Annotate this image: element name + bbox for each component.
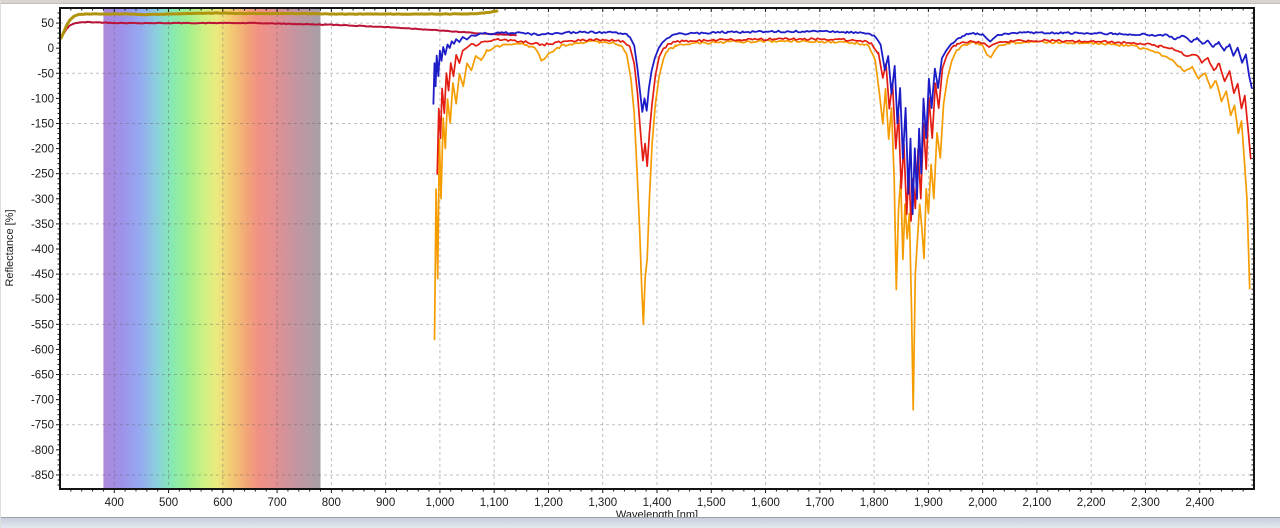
svg-text:-550: -550 (31, 319, 54, 331)
svg-text:2,300: 2,300 (1131, 497, 1160, 509)
svg-text:-300: -300 (31, 194, 54, 206)
svg-text:-50: -50 (37, 68, 54, 80)
y-axis-title: Reflectance [%] (4, 209, 16, 287)
series-spectrum-orange-swir (433, 38, 1251, 411)
svg-text:-850: -850 (31, 470, 54, 482)
svg-text:1,700: 1,700 (805, 497, 834, 509)
svg-text:1,800: 1,800 (860, 497, 889, 509)
series-spectrum-blue-swir (432, 29, 1253, 216)
svg-text:900: 900 (376, 497, 395, 509)
svg-text:50: 50 (41, 18, 54, 30)
panel-divider (1, 517, 1280, 528)
svg-text:1,500: 1,500 (697, 497, 726, 509)
spectra-curves (61, 9, 1253, 411)
svg-text:-800: -800 (31, 445, 54, 457)
svg-text:-650: -650 (31, 370, 54, 382)
svg-text:-200: -200 (31, 144, 54, 156)
series-spectrum-olive-vnir (61, 9, 499, 40)
svg-text:2,000: 2,000 (968, 497, 997, 509)
svg-text:400: 400 (105, 497, 124, 509)
svg-text:2,100: 2,100 (1023, 497, 1052, 509)
svg-text:-700: -700 (31, 395, 54, 407)
svg-text:1,100: 1,100 (480, 497, 509, 509)
svg-text:800: 800 (322, 497, 341, 509)
window-top-edge (1, 0, 1280, 4)
svg-text:-250: -250 (31, 169, 54, 181)
series-spectrum-red-swir (436, 37, 1252, 222)
svg-text:0: 0 (48, 43, 54, 55)
svg-text:-450: -450 (31, 269, 54, 281)
svg-text:2,400: 2,400 (1185, 497, 1214, 509)
visible-spectrum-band (103, 8, 321, 489)
svg-text:2,200: 2,200 (1077, 497, 1106, 509)
svg-text:-750: -750 (31, 420, 54, 432)
svg-text:1,400: 1,400 (643, 497, 672, 509)
svg-text:600: 600 (213, 497, 232, 509)
svg-text:1,000: 1,000 (426, 497, 455, 509)
plot-frame (59, 7, 1255, 490)
svg-text:1,900: 1,900 (914, 497, 943, 509)
series-spectrum-crimson-vnir (61, 20, 517, 39)
svg-text:500: 500 (159, 497, 178, 509)
svg-text:-400: -400 (31, 244, 54, 256)
reflectance-spectra-chart[interactable]: 400 500 600 700 800 900 1,000 1,100 1,200 1,300 1,… (1, 0, 1280, 517)
svg-text:1,300: 1,300 (588, 497, 617, 509)
svg-text:1,200: 1,200 (534, 497, 563, 509)
svg-text:-500: -500 (31, 294, 54, 306)
y-tick-labels: 50 0 -50 -100 -150 -200 -250 -300 -350 -400 -450 -5… (31, 18, 54, 482)
svg-text:-100: -100 (31, 93, 54, 105)
svg-text:-600: -600 (31, 344, 54, 356)
svg-text:700: 700 (267, 497, 286, 509)
svg-text:1,600: 1,600 (751, 497, 780, 509)
svg-text:-350: -350 (31, 219, 54, 231)
x-tick-labels: 400 500 600 700 800 900 1,000 1,100 1,200 1,300 1,… (105, 497, 1214, 509)
svg-text:-150: -150 (31, 118, 54, 130)
